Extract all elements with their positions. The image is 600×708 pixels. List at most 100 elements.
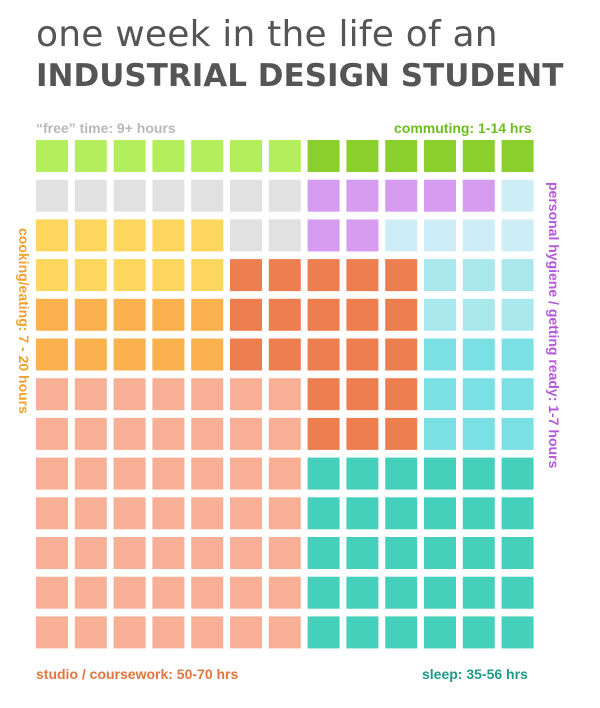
waffle-cell-r11-c11 — [462, 576, 495, 609]
waffle-cell-r4-c7 — [307, 298, 340, 331]
waffle-cell-r10-c12 — [501, 537, 534, 569]
waffle-cell-r11-c5 — [230, 576, 262, 609]
waffle-cell-r11-c3 — [152, 576, 185, 609]
waffle-cell-r0-c4 — [191, 140, 224, 172]
waffle-cell-r12-c4 — [191, 616, 224, 649]
waffle-cell-r8-c12 — [501, 457, 534, 490]
waffle-cell-r12-c6 — [268, 616, 301, 649]
waffle-cell-r7-c0 — [36, 417, 68, 450]
waffle-cell-r11-c6 — [268, 576, 301, 609]
waffle-cell-r10-c8 — [346, 537, 379, 569]
waffle-cell-r12-c2 — [113, 616, 146, 649]
waffle-cell-r0-c12 — [501, 140, 534, 172]
waffle-cell-r12-c1 — [74, 616, 107, 649]
waffle-cell-r7-c3 — [152, 417, 185, 450]
waffle-cell-r12-c7 — [307, 616, 340, 649]
waffle-cell-r2-c8 — [346, 219, 379, 252]
waffle-cell-r2-c1 — [74, 219, 107, 252]
waffle-cell-r6-c9 — [385, 378, 418, 411]
waffle-cell-r4-c3 — [152, 298, 185, 331]
waffle-cell-r2-c4 — [191, 219, 224, 252]
waffle-cell-r6-c2 — [113, 378, 146, 411]
waffle-cell-r5-c7 — [307, 338, 340, 371]
waffle-cell-r11-c1 — [74, 576, 107, 609]
waffle-cell-r6-c8 — [346, 378, 379, 411]
waffle-cell-r6-c11 — [462, 378, 495, 411]
waffle-cell-r3-c4 — [191, 259, 224, 292]
waffle-cell-r10-c7 — [307, 537, 340, 569]
waffle-cell-r11-c12 — [501, 576, 534, 609]
waffle-cell-r7-c4 — [191, 417, 224, 450]
waffle-cell-r3-c10 — [424, 259, 456, 292]
waffle-cell-r3-c1 — [74, 259, 107, 292]
waffle-cell-r5-c1 — [74, 338, 107, 371]
waffle-cell-r11-c10 — [424, 576, 456, 609]
waffle-cell-r7-c10 — [424, 417, 456, 450]
waffle-cell-r8-c9 — [385, 457, 418, 490]
waffle-cell-r6-c0 — [36, 378, 68, 411]
waffle-cell-r1-c9 — [385, 179, 418, 212]
waffle-cell-r10-c1 — [74, 537, 107, 569]
waffle-cell-r1-c0 — [36, 179, 68, 212]
waffle-cell-r6-c12 — [501, 378, 534, 411]
waffle-cell-r2-c10 — [424, 219, 456, 252]
waffle-cell-r8-c2 — [113, 457, 146, 490]
waffle-cell-r9-c0 — [36, 497, 68, 530]
waffle-cell-r8-c1 — [74, 457, 107, 490]
waffle-cell-r0-c2 — [113, 140, 146, 172]
waffle-cell-r10-c6 — [268, 537, 301, 569]
waffle-cell-r9-c11 — [462, 497, 495, 530]
waffle-cell-r7-c12 — [501, 417, 534, 450]
waffle-cell-r6-c5 — [230, 378, 262, 411]
waffle-cell-r12-c12 — [501, 616, 534, 649]
waffle-cell-r5-c9 — [385, 338, 418, 371]
waffle-cell-r9-c10 — [424, 497, 456, 530]
free-time-label: “free” time: 9+ hours — [36, 120, 176, 136]
waffle-cell-r5-c3 — [152, 338, 185, 371]
waffle-cell-r3-c5 — [230, 259, 262, 292]
waffle-cell-r2-c9 — [385, 219, 418, 252]
waffle-cell-r8-c4 — [191, 457, 224, 490]
waffle-cell-r1-c8 — [346, 179, 379, 212]
waffle-cell-r8-c10 — [424, 457, 456, 490]
waffle-cell-r12-c0 — [36, 616, 68, 649]
waffle-cell-r3-c2 — [113, 259, 146, 292]
waffle-cell-r5-c11 — [462, 338, 495, 371]
waffle-cell-r3-c7 — [307, 259, 340, 292]
waffle-cell-r7-c7 — [307, 417, 340, 450]
waffle-cell-r9-c3 — [152, 497, 185, 530]
waffle-cell-r6-c6 — [268, 378, 301, 411]
waffle-cell-r4-c12 — [501, 298, 534, 331]
waffle-cell-r1-c6 — [268, 179, 301, 212]
waffle-cell-r1-c4 — [191, 179, 224, 212]
waffle-cell-r9-c2 — [113, 497, 146, 530]
waffle-cell-r6-c3 — [152, 378, 185, 411]
waffle-cell-r12-c5 — [230, 616, 262, 649]
waffle-cell-r3-c8 — [346, 259, 379, 292]
waffle-cell-r1-c2 — [113, 179, 146, 212]
waffle-cell-r11-c8 — [346, 576, 379, 609]
waffle-cell-r3-c12 — [501, 259, 534, 292]
waffle-cell-r12-c8 — [346, 616, 379, 649]
waffle-cell-r1-c5 — [230, 179, 262, 212]
waffle-cell-r5-c4 — [191, 338, 224, 371]
waffle-cell-r11-c2 — [113, 576, 146, 609]
waffle-cell-r3-c0 — [36, 259, 68, 292]
waffle-cell-r6-c4 — [191, 378, 224, 411]
waffle-cell-r4-c1 — [74, 298, 107, 331]
waffle-cell-r2-c0 — [36, 219, 68, 252]
waffle-cell-r0-c3 — [152, 140, 185, 172]
studio-label: studio / coursework: 50-70 hrs — [36, 666, 239, 682]
waffle-cell-r9-c8 — [346, 497, 379, 530]
waffle-cell-r4-c4 — [191, 298, 224, 331]
waffle-cell-r3-c3 — [152, 259, 185, 292]
waffle-cell-r4-c11 — [462, 298, 495, 331]
waffle-cell-r7-c5 — [230, 417, 262, 450]
waffle-cell-r5-c5 — [230, 338, 262, 371]
waffle-cell-r8-c8 — [346, 457, 379, 490]
waffle-cell-r3-c11 — [462, 259, 495, 292]
waffle-cell-r1-c10 — [424, 179, 456, 212]
waffle-cell-r7-c8 — [346, 417, 379, 450]
waffle-cell-r6-c1 — [74, 378, 107, 411]
waffle-cell-r9-c7 — [307, 497, 340, 530]
